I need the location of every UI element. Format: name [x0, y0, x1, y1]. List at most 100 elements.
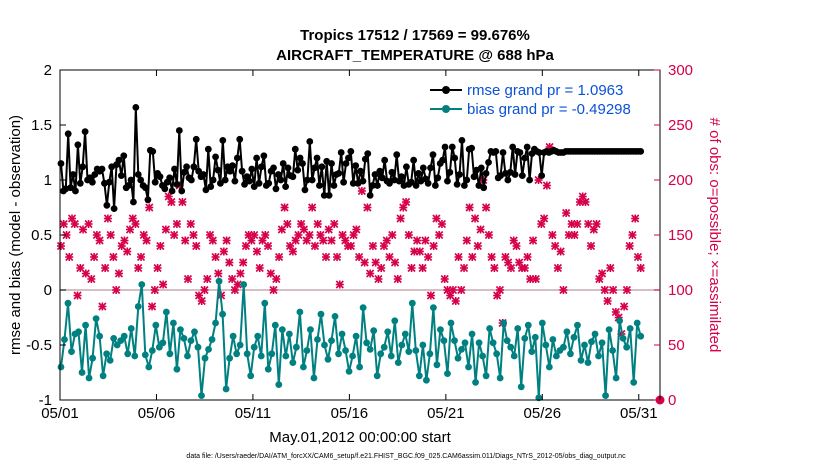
bias-point — [68, 348, 75, 355]
bias-point — [120, 332, 128, 340]
rmse-point — [429, 151, 437, 159]
rmse-point — [274, 171, 282, 178]
obs-count-point — [161, 225, 170, 234]
bias-point — [328, 337, 335, 344]
rmse-point — [207, 183, 215, 191]
bias-point — [212, 319, 219, 327]
bias-point — [591, 330, 599, 338]
rmse-point — [81, 128, 89, 136]
rmse-point — [347, 148, 355, 155]
bias-point — [380, 343, 388, 351]
bias-point — [373, 372, 381, 380]
bias-point — [637, 332, 645, 340]
rmse-point — [335, 170, 343, 177]
rmse-point — [523, 143, 531, 151]
bias-point — [370, 327, 378, 335]
rmse-point — [250, 183, 258, 191]
legend-rmse-label: rmse grand pr = 1.0963 — [467, 82, 623, 99]
rmse-point — [480, 184, 488, 192]
bias-point — [292, 343, 300, 351]
rmse-point — [260, 152, 268, 160]
rmse-point — [166, 174, 174, 182]
bias-point — [261, 299, 269, 307]
legend-rmse-marker — [442, 86, 450, 94]
rmse-point — [303, 176, 311, 184]
bias-point — [321, 341, 328, 349]
bias-point — [310, 374, 318, 382]
rmse-point — [105, 178, 113, 186]
bias-point — [226, 354, 234, 362]
rmse-point — [241, 181, 248, 188]
obs-count-point — [573, 219, 582, 229]
bias-point — [131, 352, 139, 360]
obs-count-point — [112, 285, 121, 295]
rmse-point — [320, 192, 328, 199]
bias-point — [271, 321, 279, 329]
obs-count-point — [531, 274, 540, 284]
bias-point — [401, 330, 409, 338]
rmse-point — [451, 154, 459, 162]
obs-count-point — [484, 230, 493, 240]
rmse-point — [291, 145, 299, 153]
bias-point — [103, 350, 111, 358]
rmse-point — [117, 172, 125, 180]
bias-point — [363, 339, 371, 347]
bias-point — [503, 337, 511, 344]
rmse-point — [200, 171, 207, 178]
rmse-point — [296, 154, 304, 162]
obs-count-point — [208, 236, 217, 245]
rmse-point — [238, 167, 246, 175]
obs-count-point — [181, 236, 190, 245]
obs-count-point — [56, 241, 66, 251]
rmse-point — [308, 176, 316, 184]
obs-count-point — [236, 269, 245, 278]
rmse-point — [306, 138, 314, 145]
obs-count-point — [211, 252, 220, 262]
obs-count-point — [330, 219, 339, 229]
chart-subtitle: AIRCRAFT_TEMPERATURE @ 688 hPa — [276, 47, 554, 64]
bias-point — [405, 348, 413, 355]
bias-point — [78, 369, 86, 376]
obs-count-point — [360, 258, 369, 267]
bias-point — [440, 337, 448, 344]
obs-count-point — [283, 219, 292, 229]
obs-count-point — [556, 247, 565, 256]
obs-count-point — [313, 219, 322, 229]
bias-point — [458, 346, 465, 353]
bias-point — [415, 372, 423, 380]
bias-point — [619, 335, 627, 342]
legend-bias-marker — [442, 105, 450, 113]
obs-count-point — [219, 247, 228, 256]
bias-point — [240, 281, 248, 288]
bias-point — [465, 363, 472, 371]
obs-count-point — [84, 219, 93, 229]
obs-count-point — [620, 302, 629, 311]
y-tick-label: -0.5 — [26, 337, 52, 354]
rmse-point — [134, 171, 142, 178]
bias-point — [461, 339, 469, 347]
obs-count-point — [87, 274, 96, 284]
obs-count-point — [421, 236, 430, 245]
obs-count-point — [495, 285, 504, 295]
bias-point — [233, 350, 241, 358]
obs-count-point — [487, 252, 496, 262]
rmse-point — [88, 178, 96, 186]
bias-point — [349, 352, 356, 360]
rmse-point — [57, 160, 65, 167]
bias-point — [331, 313, 339, 320]
bias-point — [408, 299, 416, 307]
obs-count-point — [131, 219, 140, 229]
rmse-point — [272, 185, 280, 193]
obs-count-point — [592, 219, 601, 229]
obs-count-point — [440, 274, 449, 284]
rmse-point — [361, 155, 369, 163]
bias-point — [616, 317, 624, 325]
rmse-point — [492, 148, 500, 155]
bias-point — [581, 341, 588, 349]
rmse-point — [456, 171, 463, 178]
bias-point — [275, 381, 283, 388]
bias-point — [264, 365, 272, 373]
obs-count-point — [136, 252, 146, 262]
rmse-point — [402, 163, 410, 171]
rmse-point — [453, 181, 461, 188]
